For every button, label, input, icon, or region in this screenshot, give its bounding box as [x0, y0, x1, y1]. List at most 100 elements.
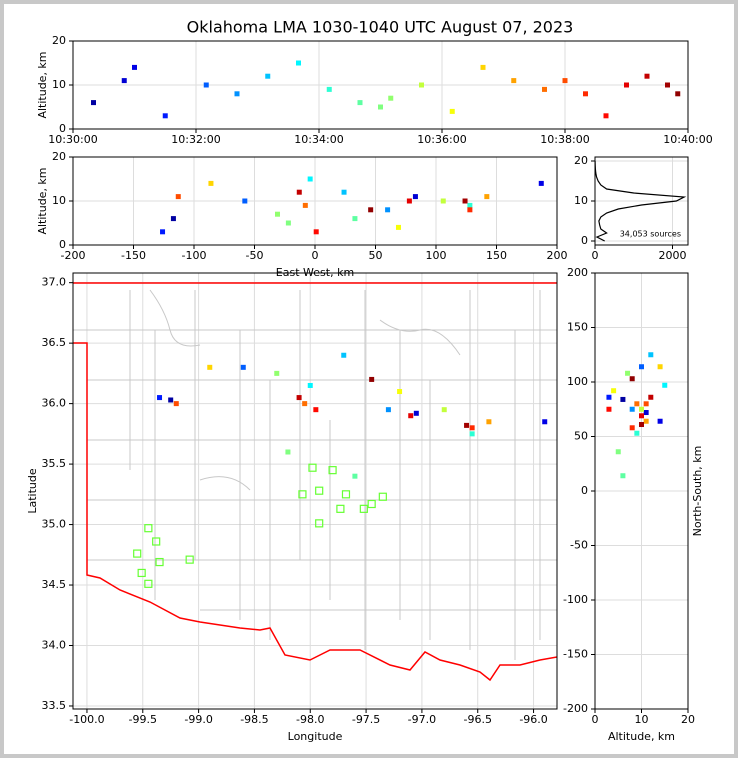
source-point — [352, 473, 358, 479]
source-point — [307, 382, 313, 388]
source-point — [313, 407, 319, 413]
y-tick-label: 10 — [574, 194, 588, 207]
station — [144, 524, 153, 533]
x-tick-label: 200 — [547, 249, 568, 262]
station — [152, 537, 161, 546]
panel: 10:30:00 10:32:00 10:34:00 10:36:00 10:38:00… — [48, 34, 712, 146]
source-point — [240, 364, 246, 370]
station — [328, 466, 337, 475]
source-point — [467, 202, 473, 208]
source-point — [639, 422, 644, 428]
source-point — [611, 388, 617, 394]
axes-frame — [72, 40, 689, 130]
y-tick-label: 20 — [574, 154, 588, 167]
y-tick-label: 0 — [59, 122, 66, 135]
source-point — [302, 202, 308, 208]
source-point — [648, 394, 654, 400]
y-tick-label: -100 — [563, 593, 588, 606]
source-point — [175, 194, 181, 200]
x-tick-label: -50 — [246, 249, 264, 262]
source-point — [538, 180, 544, 186]
station — [144, 579, 153, 588]
y-tick-label: 10 — [52, 78, 66, 91]
source-point — [606, 394, 612, 400]
chart-title: Oklahoma LMA 1030-1040 UTC August 07, 20… — [187, 18, 574, 37]
source-point — [662, 382, 668, 388]
source-point — [274, 370, 280, 376]
source-point — [629, 425, 635, 431]
x-tick-label: -98.0 — [296, 713, 324, 726]
map-background — [73, 282, 557, 682]
x-tick-label: -150 — [121, 249, 146, 262]
source-point — [242, 198, 248, 204]
source-point — [542, 86, 547, 92]
source-point — [562, 78, 568, 84]
source-point — [634, 430, 640, 436]
source-point — [606, 406, 612, 412]
station — [367, 499, 376, 509]
y-tick-label: -150 — [563, 648, 588, 661]
source-point — [326, 86, 332, 92]
source-point — [665, 82, 670, 88]
source-point — [385, 207, 391, 213]
axes-frame — [594, 156, 689, 246]
y-axis-label: Altitude, km — [36, 167, 49, 234]
source-point — [369, 376, 375, 382]
y-tick-label: 0 — [581, 234, 588, 247]
source-point — [285, 220, 291, 226]
y-tick-label: 10 — [52, 194, 66, 207]
x-tick-label: -98.5 — [240, 713, 268, 726]
station — [378, 492, 387, 501]
source-point — [467, 207, 473, 213]
axes-frame — [594, 272, 689, 710]
source-point — [91, 100, 96, 106]
source-point — [173, 401, 179, 407]
x-tick-label: -99.0 — [184, 713, 212, 726]
source-point — [132, 64, 137, 70]
histogram-line — [594, 160, 687, 242]
source-point — [168, 397, 174, 403]
station — [137, 568, 146, 578]
y-tick-label: 36.0 — [42, 397, 67, 410]
station — [133, 549, 142, 558]
x-tick-label: 50 — [369, 249, 383, 262]
source-point — [634, 401, 640, 407]
y-tick-label: 100 — [567, 375, 588, 388]
source-point — [464, 422, 470, 428]
x-tick-label: -200 — [61, 249, 86, 262]
source-point — [302, 401, 308, 407]
y-tick-label: 34.0 — [42, 639, 67, 652]
source-point — [469, 431, 475, 437]
source-point — [657, 418, 663, 424]
source-point — [462, 198, 468, 204]
station — [155, 557, 164, 567]
station — [336, 504, 345, 513]
source-point — [388, 95, 394, 101]
source-point — [395, 224, 401, 230]
source-point — [542, 419, 548, 425]
y-tick-label: -200 — [563, 702, 588, 715]
source-point — [639, 406, 644, 412]
source-point — [644, 73, 650, 79]
source-point — [441, 407, 447, 413]
source-point — [274, 211, 280, 217]
source-point — [313, 229, 319, 235]
source-point — [440, 198, 446, 204]
source-point — [625, 370, 631, 376]
x-tick-label: 10:40:00 — [663, 133, 712, 146]
source-point — [162, 113, 168, 119]
source-point — [170, 216, 176, 222]
source-point — [406, 198, 412, 204]
y-tick-label: 36.5 — [42, 336, 67, 349]
x-axis-label: Altitude, km — [608, 730, 675, 743]
source-point — [419, 82, 424, 88]
source-point — [603, 113, 609, 119]
x-tick-label: 0 — [312, 249, 319, 262]
y-tick-label: 35.5 — [42, 457, 67, 470]
y-tick-label: 50 — [574, 430, 588, 443]
source-point — [341, 189, 347, 195]
x-tick-label: 0 — [592, 249, 599, 262]
source-point — [511, 78, 517, 84]
x-tick-label: -96.0 — [519, 713, 547, 726]
